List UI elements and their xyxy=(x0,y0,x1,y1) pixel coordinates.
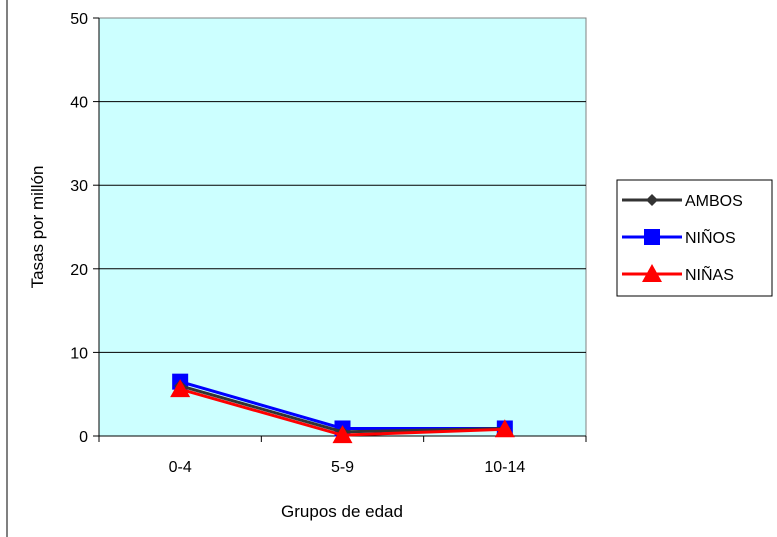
legend-marker xyxy=(642,264,662,282)
y-tick-label: 30 xyxy=(70,178,88,195)
legend-entry: NIÑAS xyxy=(622,264,734,284)
x-tick-label: 5-9 xyxy=(331,459,354,476)
plot-area xyxy=(98,17,587,437)
legend-entry: AMBOS xyxy=(622,193,743,210)
legend-marker xyxy=(644,229,660,245)
y-tick-label: 20 xyxy=(70,262,88,279)
y-tick-label: 40 xyxy=(70,95,88,112)
y-tick-label: 0 xyxy=(79,429,88,446)
x-tick-label: 0-4 xyxy=(169,459,192,476)
y-tick-label: 10 xyxy=(70,345,88,362)
legend-label: NIÑOS xyxy=(685,227,736,247)
data-point xyxy=(332,425,353,444)
series-triangle xyxy=(170,379,515,444)
data-point xyxy=(494,419,515,438)
legend-marker xyxy=(646,194,658,206)
x-axis-ticks: 0-4 5-9 10-14 xyxy=(98,436,587,476)
y-tick-label: 50 xyxy=(70,11,88,28)
legend-label: NIÑAS xyxy=(685,264,734,284)
legend: AMBOS NIÑOS NIÑAS xyxy=(616,179,773,297)
x-tick-label: 10-14 xyxy=(484,459,525,476)
y-axis-ticks: 0 10 20 30 40 50 xyxy=(70,11,99,446)
y-axis-title: Tasas por millón xyxy=(28,166,47,289)
series-lines xyxy=(170,373,515,444)
legend-entries: AMBOS NIÑOS NIÑAS xyxy=(622,193,743,284)
gridlines xyxy=(99,101,586,353)
x-axis-title: Grupos de edad xyxy=(281,502,403,521)
data-point xyxy=(170,379,191,398)
legend-label: AMBOS xyxy=(685,193,743,210)
legend-entry: NIÑOS xyxy=(622,227,736,247)
